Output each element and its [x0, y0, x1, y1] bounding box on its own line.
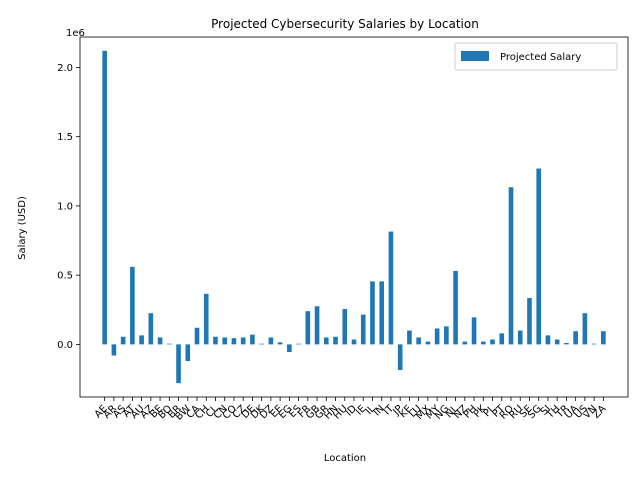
bar-BR	[176, 344, 181, 384]
legend-swatch	[461, 51, 489, 61]
y-axis-label: Salary (USD)	[17, 196, 28, 260]
legend: Projected Salary	[454, 42, 618, 71]
bar-SG	[536, 168, 542, 345]
bar-CA	[194, 327, 200, 345]
bar-RO	[508, 187, 514, 345]
bar-IT	[388, 231, 394, 345]
bar-BE	[157, 337, 163, 345]
bar-AT	[130, 266, 135, 345]
bar-AZ	[148, 313, 154, 345]
legend-frame	[454, 42, 618, 71]
bar-VN	[591, 343, 597, 345]
bar-PK	[480, 341, 486, 345]
y-tick-label: 2.0	[57, 63, 73, 74]
axes-frame	[79, 36, 629, 398]
bar-KE	[407, 330, 412, 345]
bar-AE	[102, 50, 107, 345]
bar-SE	[527, 298, 532, 345]
bar-DZ	[268, 337, 274, 345]
bar-FR	[305, 311, 311, 345]
bar-CZ	[240, 337, 246, 345]
bar-NL	[453, 271, 458, 345]
bar-IN	[379, 281, 385, 345]
bar-NG	[444, 326, 449, 345]
bar-GB	[314, 306, 320, 345]
bar-MX	[425, 341, 431, 345]
bar-NZ	[462, 341, 468, 345]
bar-CO	[231, 338, 237, 345]
chart-title: Projected Cybersecurity Salaries by Loca…	[211, 17, 479, 31]
bar-DE	[250, 334, 255, 345]
bar-ES	[296, 343, 301, 345]
bar-TR	[564, 343, 569, 345]
bar-LU	[416, 337, 421, 345]
bar-PL	[490, 339, 495, 345]
bar-UA	[573, 331, 578, 345]
bar-CH	[203, 293, 209, 345]
bar-HN	[333, 336, 338, 345]
bar-US	[582, 313, 588, 345]
bar-EG	[287, 344, 292, 352]
bar-IE	[360, 314, 366, 345]
bar-AR	[111, 344, 117, 356]
bar-CL	[213, 336, 218, 345]
bar-JP	[397, 344, 403, 370]
legend-label: Projected Salary	[500, 52, 581, 63]
bar-ZA	[601, 331, 606, 345]
bar-AU	[139, 335, 144, 345]
y-tick-label: 0.5	[57, 271, 73, 282]
bar-ID	[351, 339, 357, 345]
bar-CN	[222, 337, 228, 345]
bar-GR	[323, 337, 329, 345]
bar-BW	[185, 344, 191, 361]
bar-DK	[259, 343, 264, 345]
bar-IL	[370, 281, 375, 345]
bar-SI	[545, 335, 551, 345]
x-axis-label: Location	[324, 453, 366, 464]
bar-EE	[277, 342, 283, 345]
plot-area: 0.00.51.01.52.0AEARASATAUAZBEBOBRBWCACHC…	[57, 36, 629, 423]
bar-BO	[167, 343, 172, 345]
y-tick-label: 0.0	[57, 340, 73, 351]
bar-PH	[471, 317, 477, 345]
bar-TH	[554, 339, 560, 345]
bar-AS	[120, 336, 126, 345]
y-tick-label: 1.5	[57, 132, 73, 143]
y-tick-label: 1.0	[57, 201, 73, 212]
bar-MY	[434, 328, 440, 345]
bar-PT	[499, 333, 505, 345]
y-scale-label: 1e6	[66, 28, 85, 39]
bar-HU	[342, 309, 348, 345]
bar-RU	[517, 330, 523, 345]
